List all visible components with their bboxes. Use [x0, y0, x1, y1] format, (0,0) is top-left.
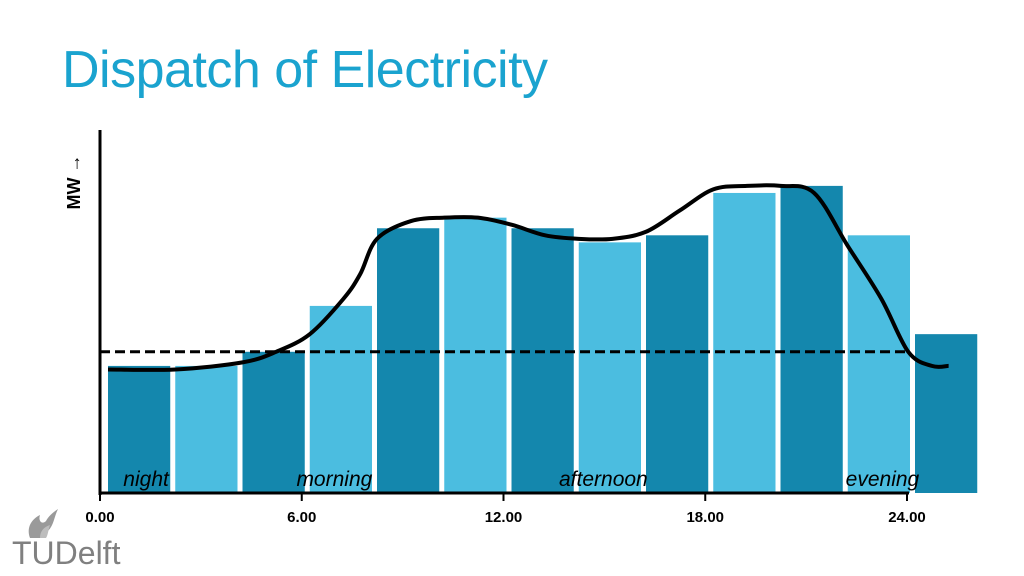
bar-2 [242, 351, 305, 493]
x-tick-label-1: 6.00 [287, 509, 316, 526]
bar-12 [915, 334, 978, 493]
bar-11 [847, 235, 910, 493]
period-label-night: night [123, 468, 170, 491]
bar-6 [511, 228, 574, 493]
bar-4 [377, 228, 440, 493]
bar-7 [578, 242, 641, 493]
bar-10 [780, 185, 843, 493]
bar-5 [444, 217, 507, 493]
period-label-afternoon: afternoon [559, 468, 648, 491]
x-tick-label-4: 24.00 [888, 509, 926, 526]
period-label-evening: evening [846, 468, 920, 491]
period-label-morning: morning [296, 468, 372, 491]
tudelft-logo-text: TUDelft [12, 535, 121, 571]
demand-curve [107, 183, 949, 372]
bar-8 [646, 235, 709, 493]
x-tick-label-2: 12.00 [485, 509, 523, 526]
flame-icon [28, 509, 58, 538]
y-axis-label: MW → [64, 155, 84, 210]
bar-9 [713, 192, 776, 493]
page-title: Dispatch of Electricity [62, 41, 548, 99]
bar-1 [175, 365, 238, 493]
x-tick-label-0: 0.00 [85, 509, 114, 526]
x-tick-label-3: 18.00 [686, 509, 724, 526]
bar-0 [108, 365, 171, 493]
bar-3 [309, 305, 372, 493]
